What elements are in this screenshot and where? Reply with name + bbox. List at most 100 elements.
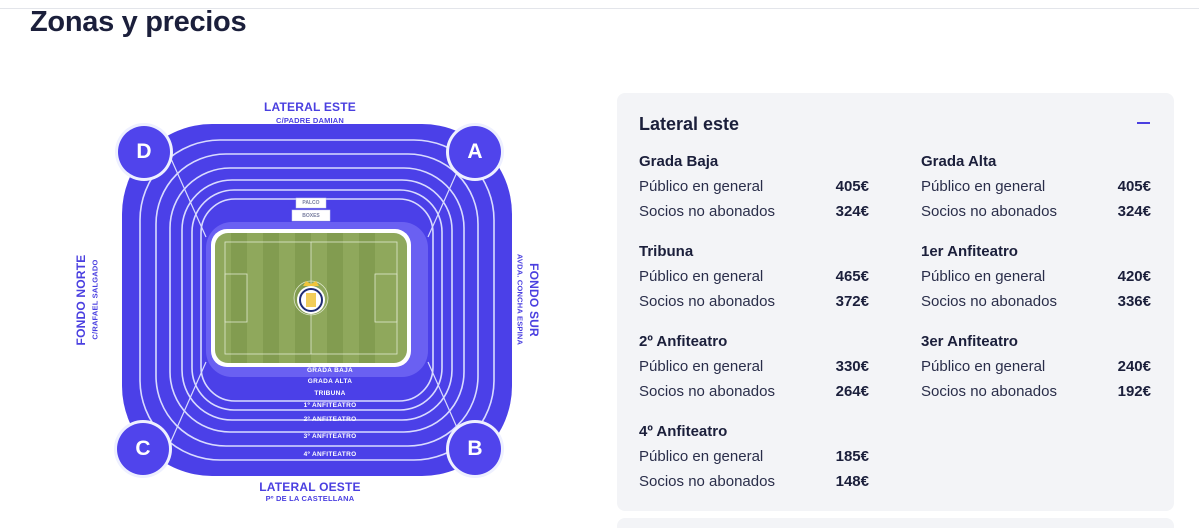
ring-label-1-anfiteatro: 1º ANFITEATRO	[303, 402, 357, 409]
zone-name: Tribuna	[639, 243, 694, 260]
price-label: Público en general	[639, 358, 764, 375]
price-row: Socios no abonados 372€	[639, 293, 869, 318]
ring-line	[169, 167, 465, 433]
ring-label-2-anfiteatro: 2º ANFITEATRO	[303, 416, 357, 423]
price-value: 324€	[835, 203, 869, 220]
price-row: Socios no abonados 148€	[639, 473, 869, 498]
price-label: Público en general	[921, 268, 1046, 285]
price-label: Público en general	[921, 358, 1046, 375]
palco-box	[295, 197, 327, 209]
zone-2-anfiteatro: 2º Anfiteatro Público en general 330€ Soc…	[639, 333, 869, 408]
side-label-bottom: LATERAL OESTE	[259, 480, 361, 494]
zone-price-panel: Lateral este Grada Baja Público en gener…	[617, 93, 1174, 511]
ring-line	[191, 189, 443, 411]
zone-name: 1er Anfiteatro	[921, 243, 1018, 260]
price-value: 336€	[1117, 293, 1151, 310]
ring-label-grada-baja: GRADA BAJA	[306, 367, 354, 374]
side-street-left: C/RAFAEL SALGADO	[90, 259, 100, 340]
price-row: Público en general 405€	[639, 178, 869, 203]
price-label: Socios no abonados	[639, 203, 775, 220]
ring-line	[139, 139, 495, 461]
collapse-button[interactable]	[1133, 113, 1153, 133]
price-label: Socios no abonados	[921, 383, 1057, 400]
zone-name: Grada Baja	[639, 153, 719, 170]
side-label-top: LATERAL ESTE	[264, 100, 356, 114]
side-label-right: FONDO SUR	[527, 263, 541, 337]
ring-line	[181, 179, 453, 421]
zone-grada-alta: Grada Alta Público en general 405€ Socios…	[921, 153, 1151, 228]
side-street-bottom: Pº DE LA CASTELLANA	[265, 494, 355, 503]
price-label: Socios no abonados	[921, 293, 1057, 310]
zone-name: 3er Anfiteatro	[921, 333, 1018, 350]
zone-name: 4º Anfiteatro	[639, 423, 728, 440]
top-divider	[0, 8, 1199, 9]
zone-tribuna: Tribuna Público en general 465€ Socios no…	[639, 243, 869, 318]
corner-divider	[167, 361, 207, 449]
price-row: Socios no abonados 264€	[639, 383, 869, 408]
crest-crown	[303, 281, 319, 286]
corner-d-button[interactable]: D	[118, 126, 170, 178]
price-value: 264€	[835, 383, 869, 400]
penalty-area-left	[224, 273, 248, 323]
price-label: Socios no abonados	[921, 203, 1057, 220]
stand-rings	[139, 139, 495, 461]
ring-label-3-anfiteatro: 3º ANFITEATRO	[303, 433, 357, 440]
ring-label-grada-alta: GRADA ALTA	[307, 378, 353, 385]
price-label: Público en general	[921, 178, 1046, 195]
side-label-left: FONDO NORTE	[74, 254, 88, 346]
price-label: Socios no abonados	[639, 473, 775, 490]
price-row: Público en general 185€	[639, 448, 869, 473]
corner-c-button[interactable]: C	[117, 423, 169, 475]
stadium-map[interactable]: PALCO BOXES GRADA BAJA GRADA ALTA TRIBUN…	[70, 92, 590, 524]
ring-label-tribuna: TRIBUNA	[314, 390, 346, 397]
price-value: 372€	[835, 293, 869, 310]
price-row: Público en general 240€	[921, 358, 1151, 383]
price-row: Socios no abonados 336€	[921, 293, 1151, 318]
price-value: 324€	[1117, 203, 1151, 220]
zone-3er-anfiteatro: 3er Anfiteatro Público en general 240€ So…	[921, 333, 1151, 408]
price-row: Público en general 330€	[639, 358, 869, 383]
corner-divider	[167, 151, 207, 238]
price-label: Público en general	[639, 178, 764, 195]
boxes-box	[291, 209, 331, 222]
price-label: Público en general	[639, 448, 764, 465]
price-value: 148€	[835, 473, 869, 490]
price-row: Público en general 420€	[921, 268, 1151, 293]
pitch-lines	[224, 241, 398, 355]
panel-title[interactable]: Lateral este	[639, 114, 740, 134]
page-title: Zonas y precios	[30, 6, 247, 38]
zone-grada-baja: Grada Baja Público en general 405€ Socios…	[639, 153, 869, 228]
zone-name: 2º Anfiteatro	[639, 333, 728, 350]
side-street-top: C/PADRE DAMIAN	[275, 116, 345, 125]
price-value: 185€	[835, 448, 869, 465]
zone-1er-anfiteatro: 1er Anfiteatro Público en general 420€ So…	[921, 243, 1151, 318]
price-value: 420€	[1117, 268, 1151, 285]
crest-ring	[299, 288, 323, 312]
corner-b-button[interactable]: B	[449, 423, 501, 475]
price-label: Público en general	[639, 268, 764, 285]
price-row: Público en general 405€	[921, 178, 1151, 203]
ring-line	[155, 153, 479, 447]
penalty-area-right	[374, 273, 398, 323]
price-row: Socios no abonados 192€	[921, 383, 1151, 408]
pitch-stripe	[263, 233, 279, 363]
crest-band	[306, 293, 316, 307]
price-label: Socios no abonados	[639, 293, 775, 310]
stadium-svg	[122, 124, 512, 476]
corner-a-button[interactable]: A	[449, 126, 501, 178]
boxes-label: BOXES	[302, 213, 320, 219]
pitch-stripe	[231, 233, 247, 363]
pitch-stripe	[359, 233, 375, 363]
pitch-stripe	[327, 233, 343, 363]
pitch-stripes	[231, 233, 375, 363]
price-row: Socios no abonados 324€	[639, 203, 869, 228]
price-value: 465€	[835, 268, 869, 285]
ring-label-4-anfiteatro: 4º ANFITEATRO	[303, 451, 357, 458]
price-row: Socios no abonados 324€	[921, 203, 1151, 228]
price-value: 405€	[835, 178, 869, 195]
price-value: 405€	[1117, 178, 1151, 195]
price-value: 192€	[1117, 383, 1151, 400]
price-value: 330€	[835, 358, 869, 375]
price-label: Socios no abonados	[639, 383, 775, 400]
side-street-right: AVDA. CONCHA ESPINA	[515, 253, 525, 346]
